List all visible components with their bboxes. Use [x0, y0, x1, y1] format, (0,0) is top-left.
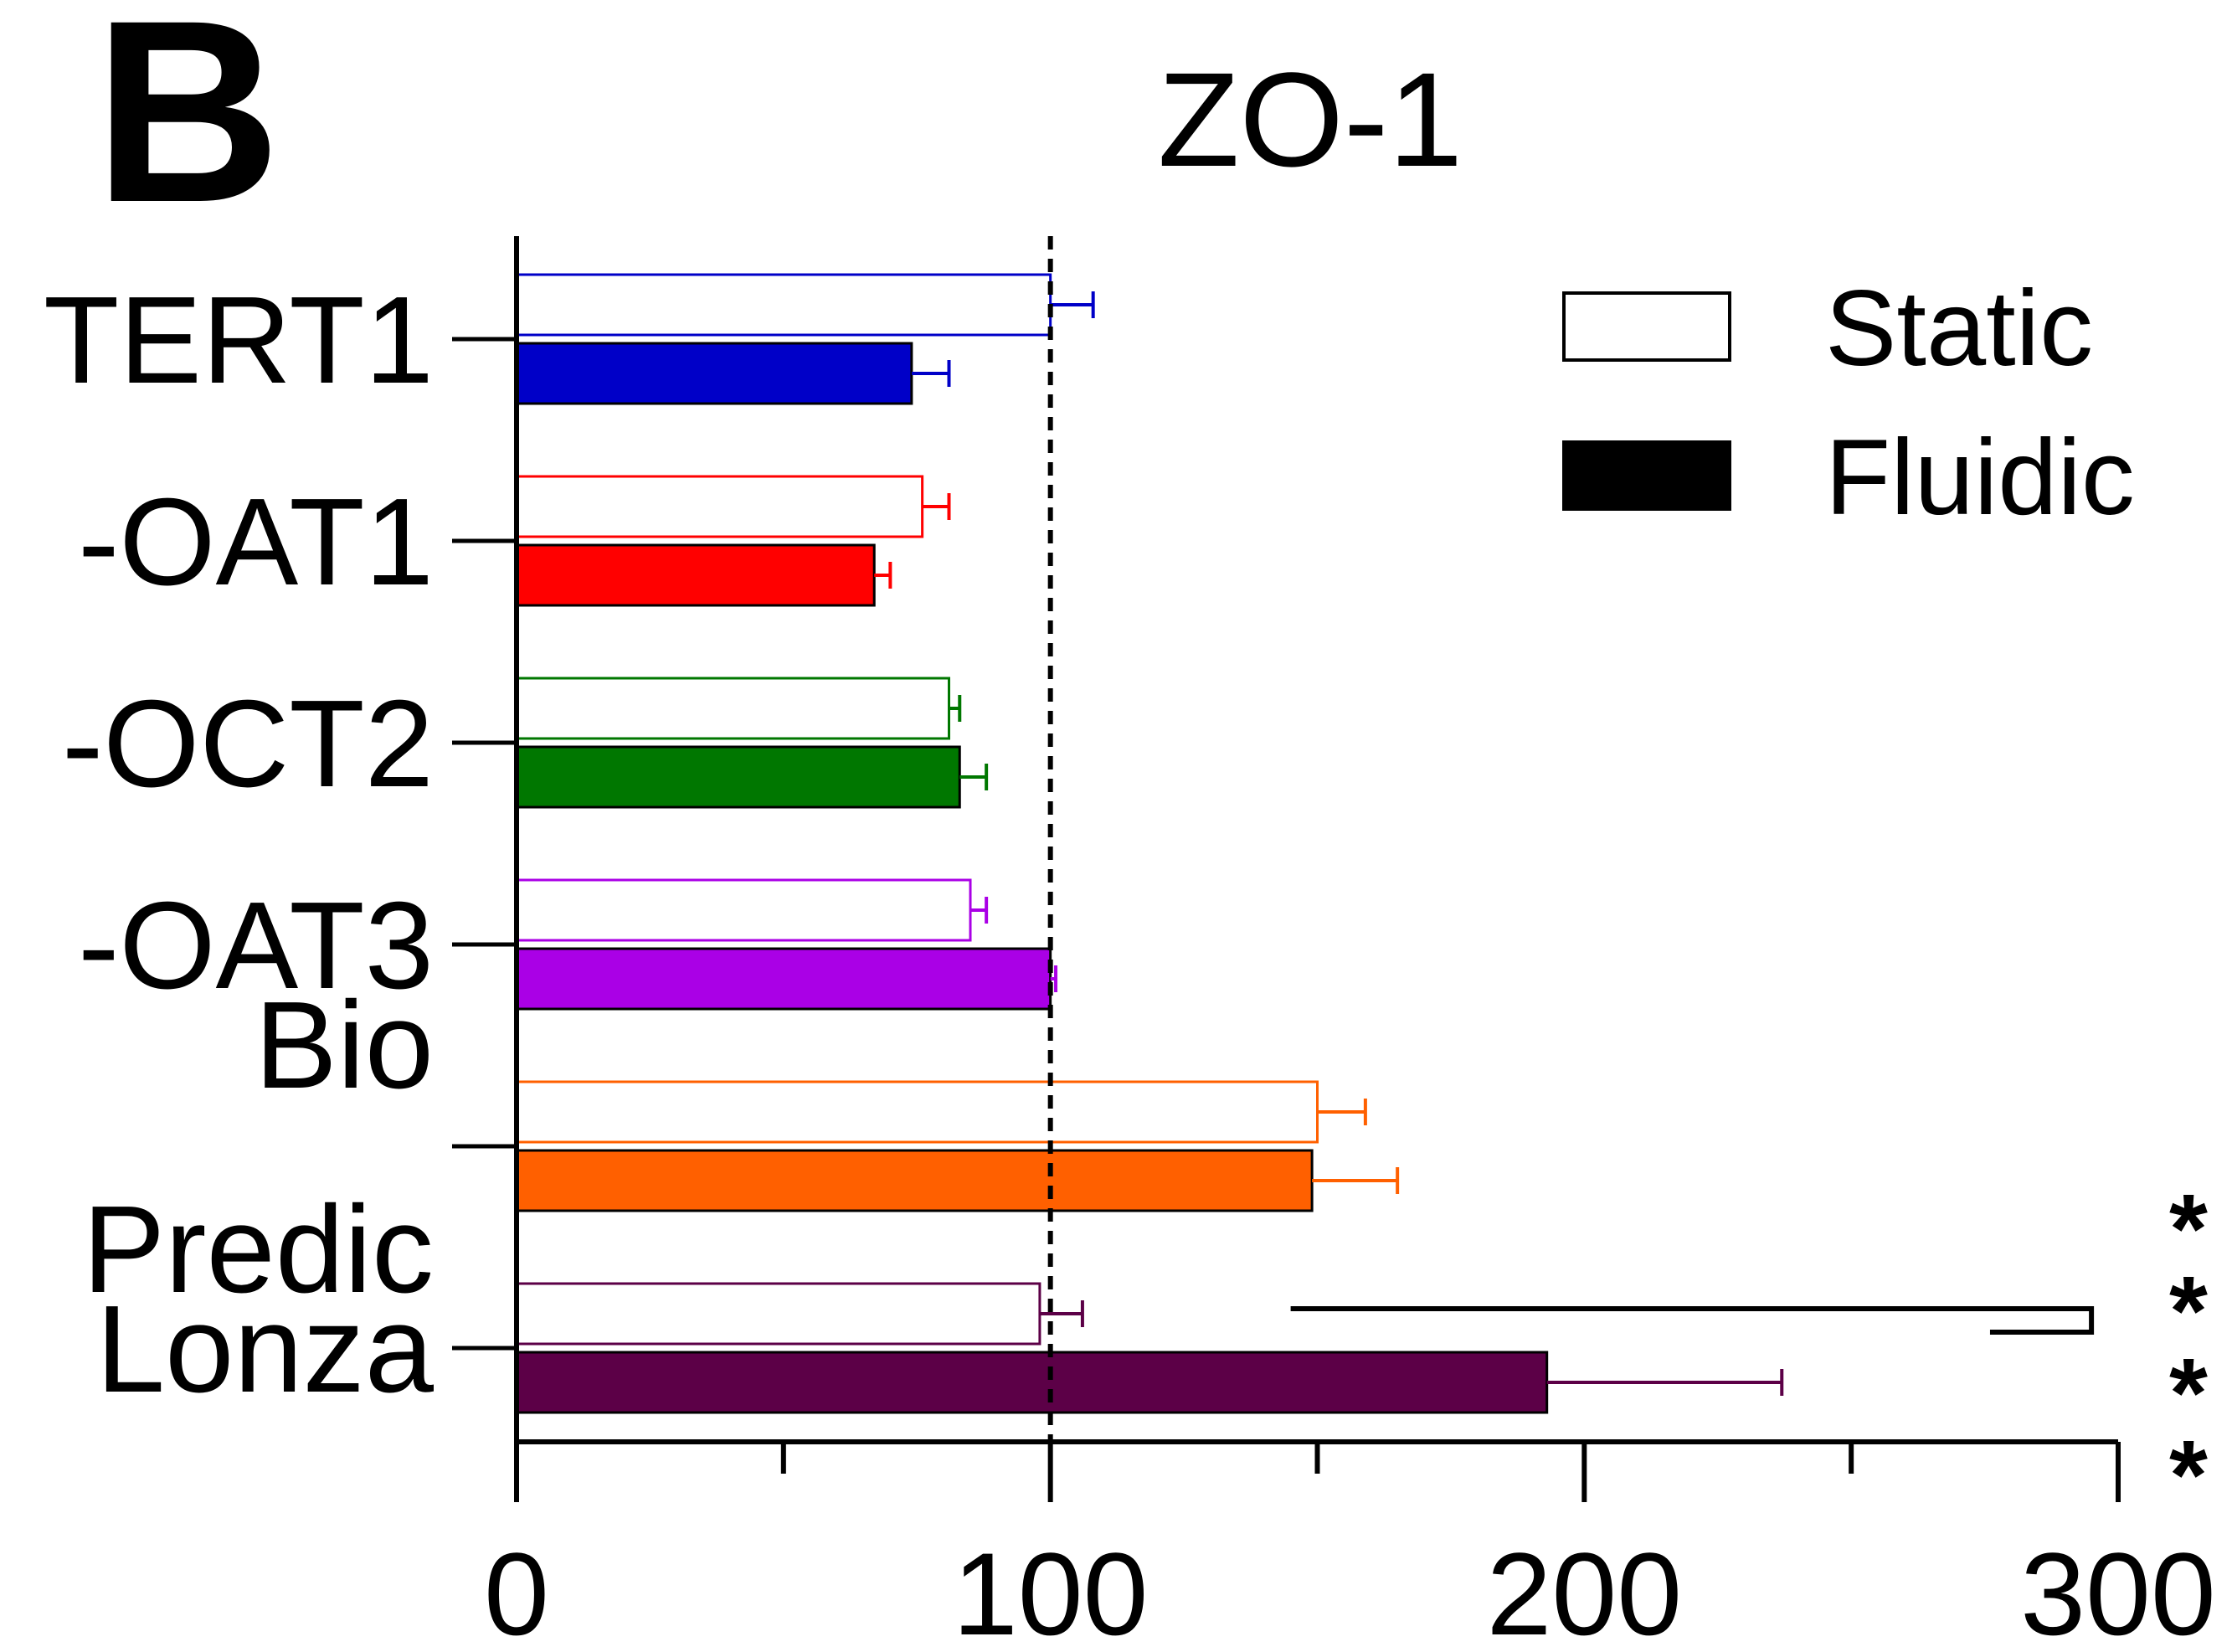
significance-star: * [2169, 1420, 2208, 1531]
legend-label-static: Static [1825, 269, 2093, 389]
significance-star: * [2169, 1256, 2208, 1366]
bar-static-oat1 [515, 475, 924, 538]
significance-star: * [2169, 1174, 2208, 1284]
x-tick-label: 0 [484, 1528, 549, 1648]
category-label-tert1: TERT1 [44, 271, 434, 409]
legend-label-fluidic: Fluidic [1825, 418, 2135, 538]
legend-swatch-static [1562, 291, 1731, 362]
category-label-lonza: Lonza [96, 1280, 435, 1418]
legend-swatch-fluidic [1562, 440, 1731, 511]
bar-static-tert1 [515, 273, 1052, 337]
bar-fluidic-oat1 [515, 543, 876, 607]
x-tick-label: 100 [953, 1528, 1149, 1648]
significance-star: * [2169, 1338, 2208, 1449]
chart-title: ZO-1 [1158, 44, 1463, 194]
bar-static-oct2 [515, 677, 951, 740]
category-label-bio-predic-line-1: Bio [255, 976, 434, 1114]
panel-letter: B [94, 0, 281, 256]
bar-fluidic-oct2 [515, 745, 961, 809]
bar-fluidic-lonza [515, 1351, 1549, 1414]
category-label-oat1: -OAT1 [78, 473, 434, 611]
bar-fluidic-oat3 [515, 947, 1052, 1011]
category-label-oct2: -OCT2 [62, 675, 434, 813]
x-tick-label: 200 [1487, 1528, 1683, 1648]
bar-static-oat3 [515, 878, 972, 942]
category-label-oat3: -OAT3 [78, 877, 434, 1015]
category-label-bio-predic-line-2: Predic [82, 1181, 434, 1319]
bar-static-lonza [515, 1282, 1041, 1346]
bar-static-bio-predic [515, 1080, 1319, 1144]
significance-bracket [1290, 1306, 2095, 1335]
bar-fluidic-bio-predic [515, 1149, 1314, 1212]
x-tick-label: 300 [2020, 1528, 2216, 1648]
bar-fluidic-tert1 [515, 342, 913, 405]
